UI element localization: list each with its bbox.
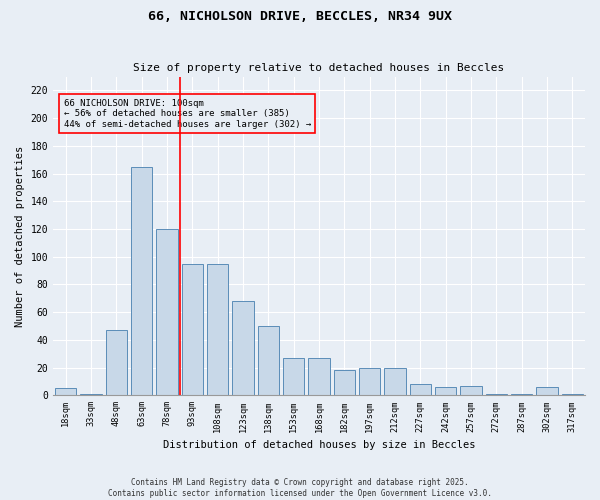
Bar <box>257 326 279 396</box>
Bar <box>308 358 330 396</box>
Bar <box>435 387 457 396</box>
Bar <box>106 330 127 396</box>
Bar <box>359 368 380 396</box>
Bar <box>485 394 507 396</box>
Bar <box>334 370 355 396</box>
Bar <box>384 368 406 396</box>
Bar <box>536 387 558 396</box>
Text: 66, NICHOLSON DRIVE, BECCLES, NR34 9UX: 66, NICHOLSON DRIVE, BECCLES, NR34 9UX <box>148 10 452 23</box>
Bar <box>156 229 178 396</box>
Text: 66 NICHOLSON DRIVE: 100sqm
← 56% of detached houses are smaller (385)
44% of sem: 66 NICHOLSON DRIVE: 100sqm ← 56% of deta… <box>64 99 311 128</box>
Bar <box>562 394 583 396</box>
Text: Contains HM Land Registry data © Crown copyright and database right 2025.
Contai: Contains HM Land Registry data © Crown c… <box>108 478 492 498</box>
Y-axis label: Number of detached properties: Number of detached properties <box>15 146 25 326</box>
Bar <box>80 394 102 396</box>
X-axis label: Distribution of detached houses by size in Beccles: Distribution of detached houses by size … <box>163 440 475 450</box>
Bar <box>182 264 203 396</box>
Bar <box>55 388 76 396</box>
Bar <box>232 301 254 396</box>
Bar <box>511 394 532 396</box>
Bar <box>207 264 229 396</box>
Bar <box>283 358 304 396</box>
Bar <box>131 166 152 396</box>
Title: Size of property relative to detached houses in Beccles: Size of property relative to detached ho… <box>133 63 505 73</box>
Bar <box>460 386 482 396</box>
Bar <box>410 384 431 396</box>
